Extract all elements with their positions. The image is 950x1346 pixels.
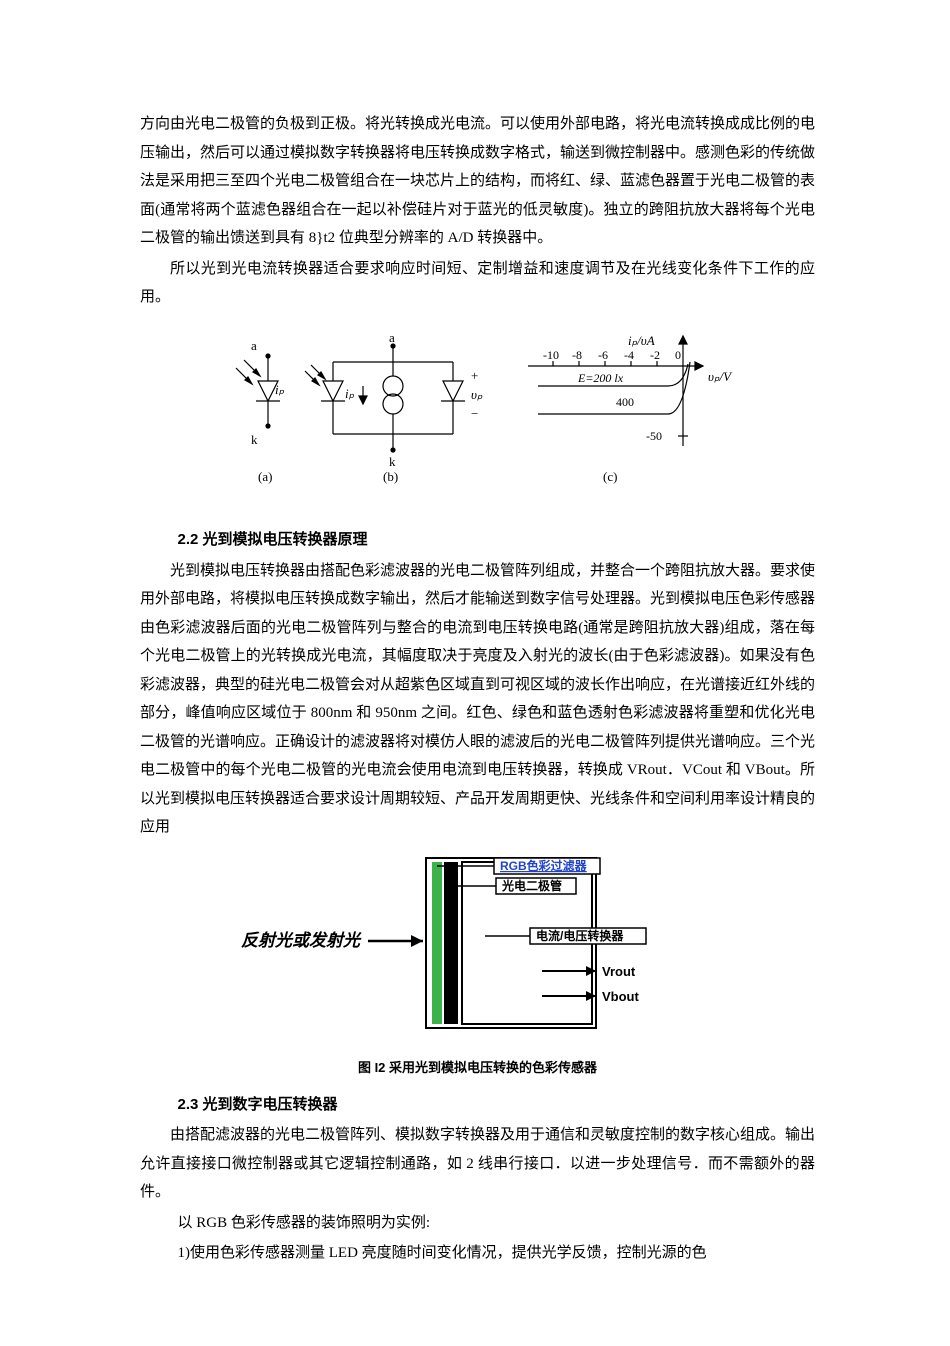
example-intro: 以 RGB 色彩传感器的装饰照明为实例:	[140, 1209, 815, 1238]
figure-1: a iₚ k (a)	[140, 326, 815, 517]
label-ip: iₚ	[275, 382, 285, 397]
ylabel-m50: -50	[646, 429, 662, 443]
paragraph: 光到模拟电压转换器由搭配色彩滤波器的光电二极管阵列组成，并整合一个跨阻抗放大器。…	[140, 557, 815, 842]
label-conv: 电流/电压转换器	[536, 928, 624, 943]
label-ipua: iₚ/υA	[628, 333, 655, 348]
ylabel-400: 400	[616, 395, 634, 409]
label-vp: υₚ	[471, 387, 483, 402]
figure-2: 反射光或发射光 RGB色彩过滤器 光电二极管 电流/电压转换器	[140, 856, 815, 1047]
xtick: -2	[650, 348, 660, 362]
xtick: -10	[543, 348, 559, 362]
label-vrout: Vrout	[602, 964, 636, 979]
list-item-1: 1)使用色彩传感器测量 LED 亮度随时间变化情况，提供光学反馈，控制光源的色	[140, 1239, 815, 1268]
label-E: E=200 lx	[577, 371, 624, 385]
label-vbout: Vbout	[602, 989, 639, 1004]
label-diode: 光电二极管	[501, 878, 562, 893]
xtick: -6	[598, 348, 608, 362]
figure-2-caption: 图 I2 采用光到模拟电压转换的色彩传感器	[140, 1056, 815, 1081]
paragraph: 方向由光电二极管的负极到正极。将光转换成光电流。可以使用外部电路，将光电流转换成…	[140, 110, 815, 253]
paragraph: 由搭配滤波器的光电二极管阵列、模拟数字转换器及用于通信和灵敏度控制的数字核心组成…	[140, 1121, 815, 1207]
xtick: -8	[572, 348, 582, 362]
label-vpv: υₚ/V	[708, 369, 733, 384]
label-k: k	[251, 432, 258, 447]
circuit-diagram-svg: a iₚ k (a)	[218, 326, 738, 506]
sensor-block-svg: 反射光或发射光 RGB色彩过滤器 光电二极管 电流/电压转换器	[238, 856, 718, 1036]
label-a: a	[251, 338, 257, 353]
label-filter: RGB色彩过滤器	[500, 858, 588, 873]
xtick: -4	[624, 348, 634, 362]
label-ip2: iₚ	[345, 386, 355, 401]
label-sub-c: (c)	[603, 469, 617, 484]
label-a2: a	[389, 330, 395, 345]
label-minus: −	[471, 406, 478, 421]
xtick: 0	[675, 348, 681, 362]
label-k2: k	[389, 454, 396, 469]
paragraph: 所以光到光电流转换器适合要求响应时间短、定制增益和速度调节及在光线变化条件下工作…	[140, 255, 815, 312]
label-sub-a: (a)	[258, 469, 272, 484]
heading-2-3: 2.3 光到数字电压转换器	[140, 1091, 815, 1120]
label-plus: +	[471, 368, 478, 383]
label-reflect: 反射光或发射光	[241, 931, 362, 950]
heading-2-2: 2.2 光到模拟电压转换器原理	[140, 526, 815, 555]
label-sub-b: (b)	[383, 469, 398, 484]
